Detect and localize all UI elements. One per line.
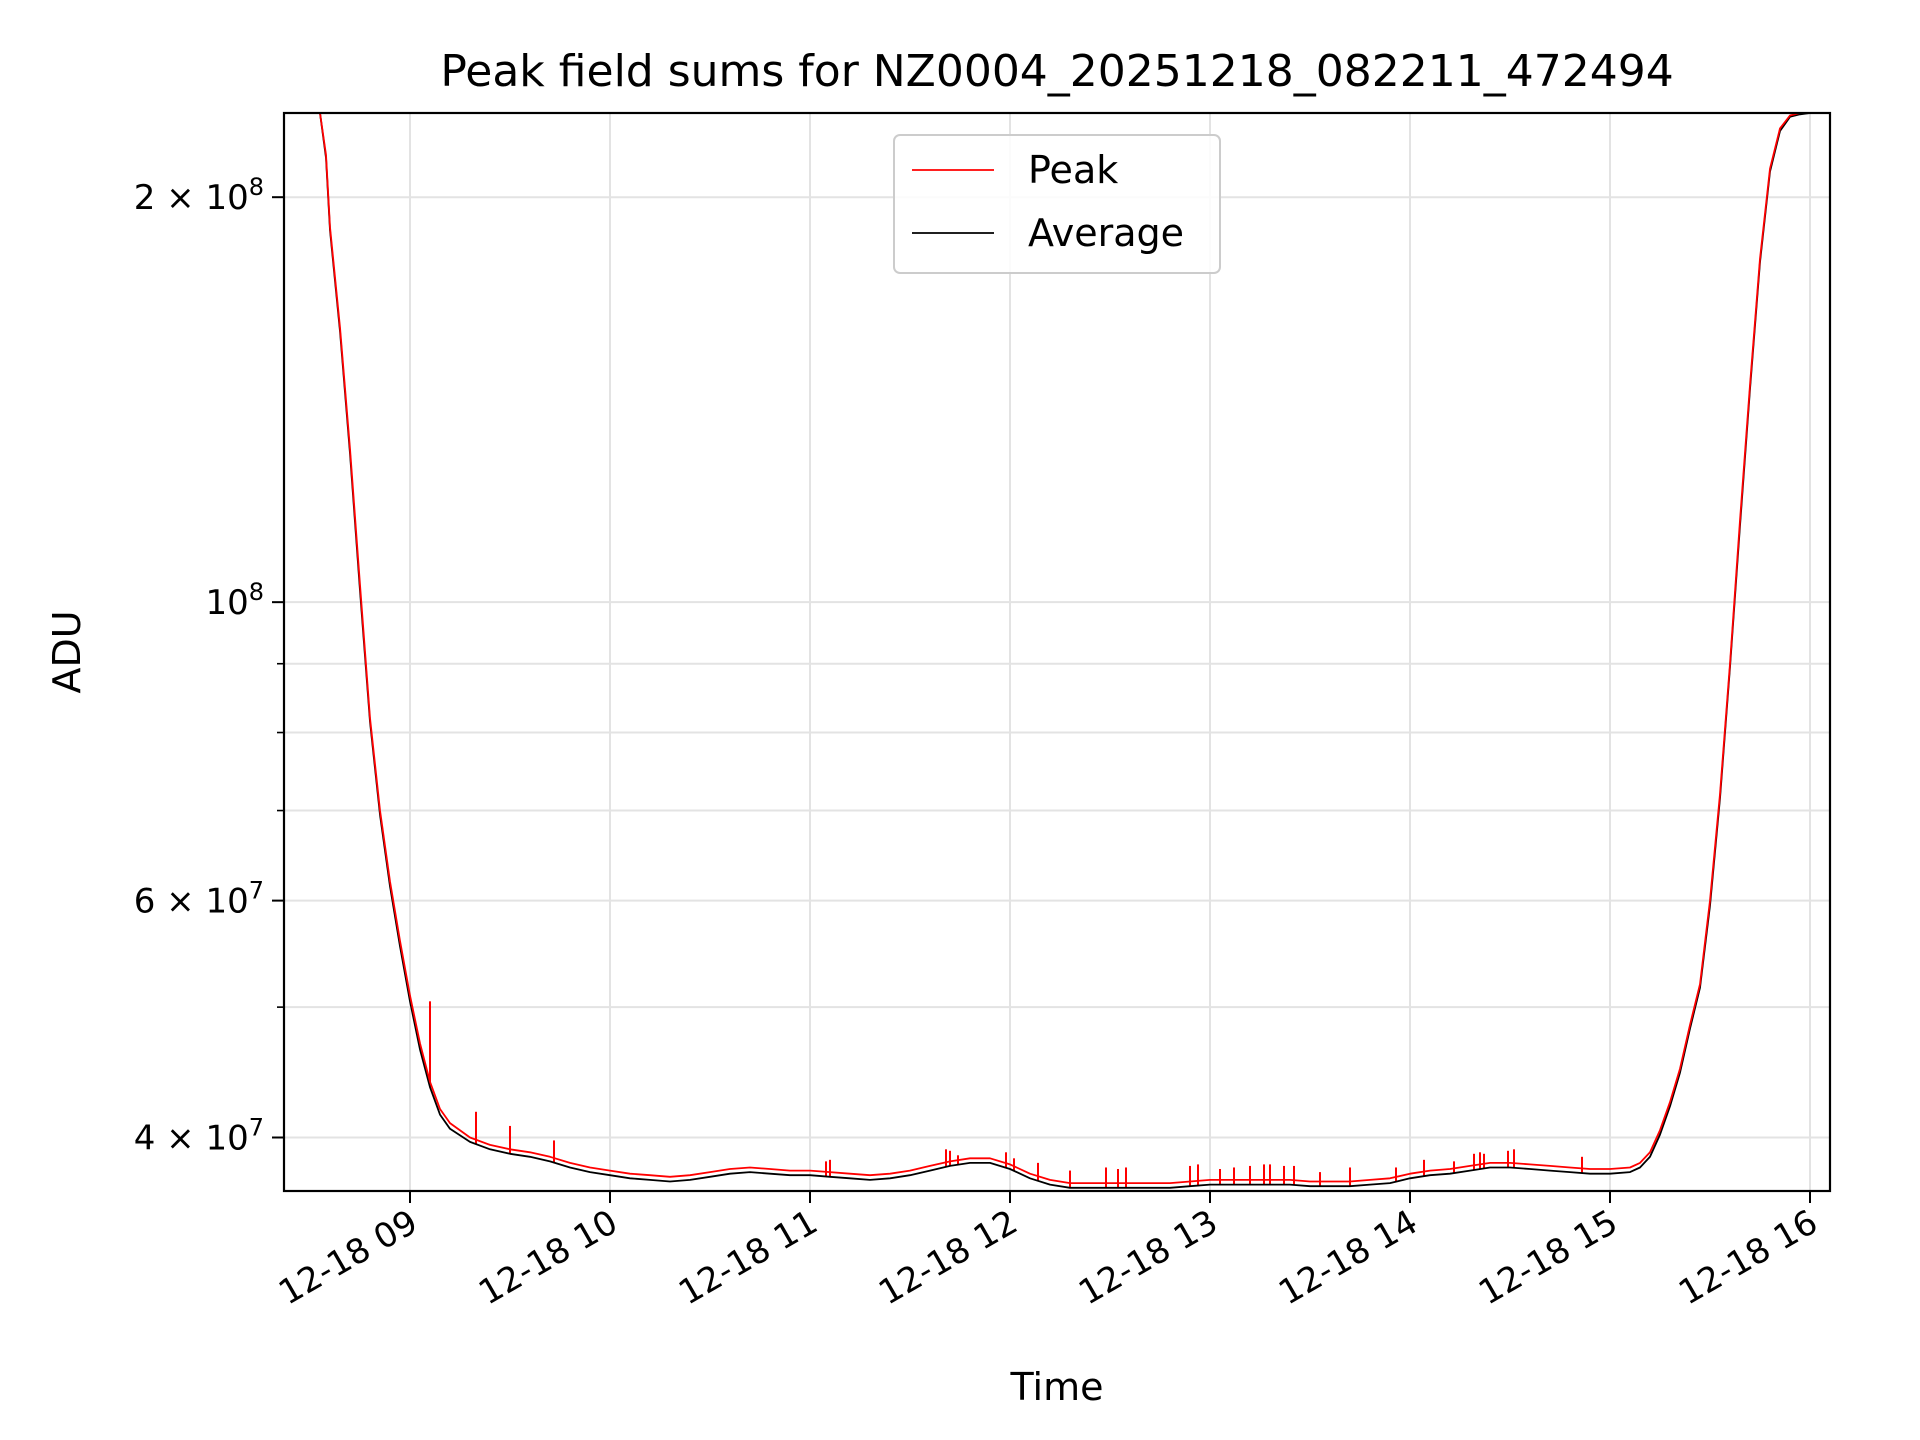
chart-title: Peak field sums for NZ0004_20251218_0822… [440,46,1673,97]
plot-series [284,113,1830,1189]
legend-label-average: Average [1028,211,1184,255]
legend-label-peak: Peak [1028,148,1118,192]
x-axis-label: Time [1010,1365,1104,1409]
y-tick-label-3: 2 × 108 [134,173,264,218]
series-line-average [284,113,1830,1189]
y-tick-label-1: 6 × 107 [134,877,264,922]
series-line-peak [284,113,1830,1184]
series-clip-group [284,113,1830,1189]
plot-area-frame [282,111,1832,1193]
y-tick-label-0: 4 × 107 [134,1114,264,1159]
grid-lines [284,113,1830,1191]
y-tick-label-2: 108 [205,578,264,623]
y-axis-label: ADU [45,610,89,693]
legend: Peak Average [893,134,1221,274]
